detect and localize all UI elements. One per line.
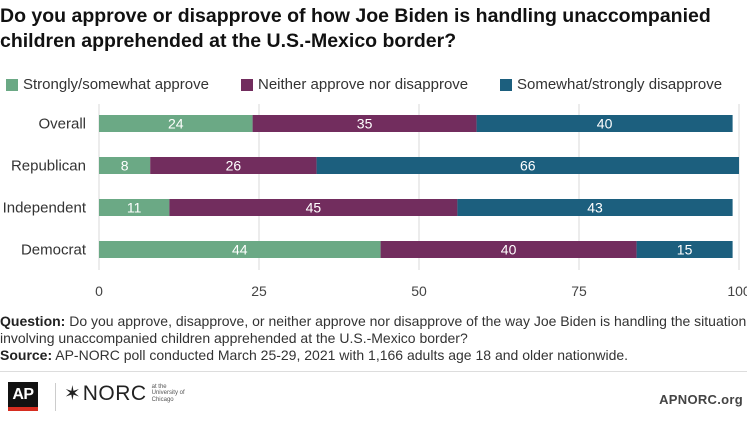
category-label: Overall [38, 116, 86, 133]
bar-segment [252, 115, 477, 132]
legend-swatch-disapprove [500, 78, 512, 91]
legend-item-approve: Strongly/somewhat approve [6, 76, 209, 93]
site-url: APNORC.org [659, 392, 743, 407]
bar-segment [150, 157, 317, 174]
x-tick-label: 100 [727, 283, 747, 299]
chart-legend: Strongly/somewhat approve Neither approv… [0, 76, 747, 96]
norc-logo-text: NORC [82, 381, 147, 405]
data-label: 26 [226, 158, 242, 174]
logo-separator [55, 383, 56, 411]
legend-swatch-neither [241, 78, 253, 91]
data-label: 44 [232, 242, 248, 258]
data-label: 24 [168, 116, 184, 132]
bar-segment [99, 115, 253, 132]
data-label: 66 [520, 158, 536, 174]
x-tick-label: 25 [251, 283, 267, 299]
question-label: Question: [0, 313, 66, 329]
category-label: Independent [3, 200, 87, 217]
bar-segment [636, 241, 733, 258]
question-note: Question: Do you approve, disapprove, or… [0, 313, 747, 347]
source-text: AP-NORC poll conducted March 25-29, 2021… [52, 347, 629, 363]
question-text: Do you approve, disapprove, or neither a… [0, 313, 747, 346]
data-label: 8 [121, 158, 129, 174]
norc-star-icon: ✶ [64, 383, 81, 405]
source-note: Source: AP-NORC poll conducted March 25-… [0, 347, 747, 364]
x-tick-label: 75 [571, 283, 587, 299]
legend-item-neither: Neither approve nor disapprove [241, 76, 468, 93]
chart-notes: Question: Do you approve, disapprove, or… [0, 313, 747, 364]
legend-label-disapprove: Somewhat/strongly disapprove [517, 76, 723, 93]
legend-label-neither: Neither approve nor disapprove [258, 76, 469, 93]
bar-segment [169, 199, 458, 216]
data-label: 40 [501, 242, 517, 258]
category-label: Republican [11, 158, 86, 175]
data-label: 11 [127, 200, 142, 216]
bar-segment [457, 199, 733, 216]
chart-title: Do you approve or disapprove of how Joe … [0, 5, 711, 52]
bar-segment [99, 241, 381, 258]
bar-segment [99, 199, 170, 216]
data-label: 35 [357, 116, 373, 132]
bar-segment [476, 115, 733, 132]
bar-segment [380, 241, 637, 258]
x-tick-label: 50 [411, 283, 427, 299]
source-label: Source: [0, 347, 53, 363]
ap-logo-bar [8, 407, 38, 411]
stacked-bar-chart: Overall 24 35 40 Republican 8 26 66 Independent 1… [3, 104, 747, 299]
norc-logo: ✶ NORC at the University of Chicago [64, 381, 192, 406]
data-label: 15 [677, 242, 693, 258]
footer-divider [0, 371, 747, 372]
data-label: 45 [306, 200, 322, 216]
x-tick-label: 0 [95, 283, 103, 299]
legend-item-disapprove: Somewhat/strongly disapprove [500, 76, 722, 93]
data-label: 43 [587, 200, 603, 216]
ap-logo: AP [8, 382, 38, 408]
bar-segment [99, 157, 151, 174]
legend-swatch-approve [6, 78, 18, 91]
category-label: Democrat [21, 242, 87, 259]
legend-label-approve: Strongly/somewhat approve [23, 76, 209, 93]
data-label: 40 [597, 116, 613, 132]
norc-logo-subtext: at the University of Chicago [151, 383, 185, 403]
bar-segment [316, 157, 739, 174]
